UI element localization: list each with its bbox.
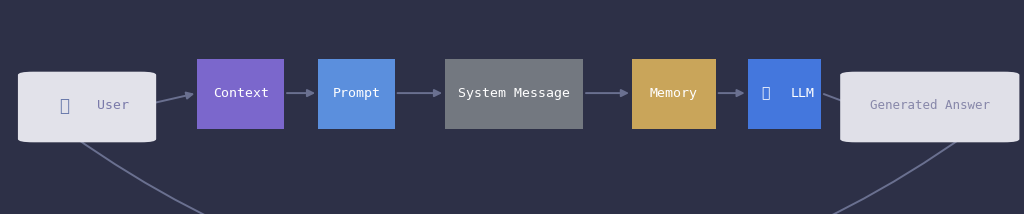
FancyBboxPatch shape: [632, 59, 716, 129]
FancyBboxPatch shape: [317, 59, 395, 129]
Text: System Message: System Message: [458, 87, 570, 100]
FancyBboxPatch shape: [197, 59, 284, 129]
Text: Memory: Memory: [650, 87, 697, 100]
Text: 🤖: 🤖: [762, 86, 770, 100]
Text: LLM: LLM: [791, 87, 814, 100]
FancyBboxPatch shape: [444, 59, 584, 129]
FancyBboxPatch shape: [18, 72, 157, 142]
FancyBboxPatch shape: [748, 59, 821, 129]
Text: 👤: 👤: [59, 97, 70, 115]
Text: Prompt: Prompt: [333, 87, 380, 100]
FancyBboxPatch shape: [840, 72, 1020, 142]
Text: Generated Answer: Generated Answer: [869, 100, 990, 112]
Text: Context: Context: [213, 87, 268, 100]
Text: User: User: [97, 100, 129, 112]
